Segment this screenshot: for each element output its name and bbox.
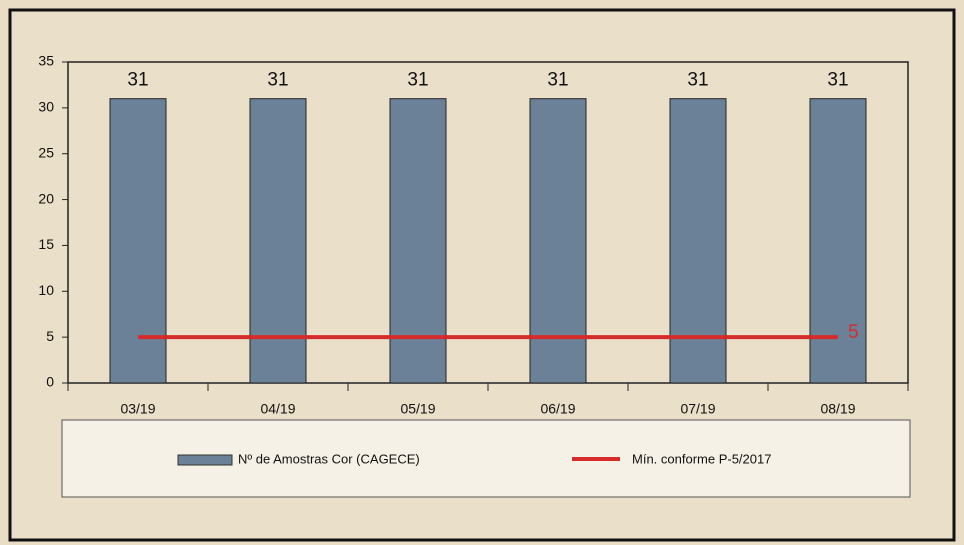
x-tick-label: 05/19 — [400, 401, 435, 417]
x-tick-label: 04/19 — [260, 401, 295, 417]
value-label: 31 — [267, 70, 288, 91]
x-tick-label: 08/19 — [820, 401, 855, 417]
value-label: 5 — [848, 322, 859, 343]
legend-label: Nº de Amostras Cor (CAGECE) — [238, 451, 420, 466]
y-tick-label: 5 — [46, 328, 54, 344]
value-label: 31 — [827, 70, 848, 91]
y-tick-label: 10 — [38, 282, 54, 298]
bar — [249, 98, 307, 384]
y-tick-label: 35 — [38, 53, 54, 69]
bar — [109, 98, 167, 384]
legend-swatch — [177, 454, 233, 466]
bar — [669, 98, 727, 384]
x-tick-label: 06/19 — [540, 401, 575, 417]
value-label: 31 — [407, 70, 428, 91]
legend-label: Mín. conforme P-5/2017 — [632, 451, 771, 466]
bar — [389, 98, 447, 384]
value-label: 31 — [547, 70, 568, 91]
y-tick-label: 25 — [38, 144, 54, 160]
value-label: 31 — [127, 70, 148, 91]
bar — [529, 98, 587, 384]
x-tick-label: 07/19 — [680, 401, 715, 417]
value-label: 31 — [687, 70, 708, 91]
y-tick-label: 0 — [46, 374, 54, 390]
y-tick-label: 20 — [38, 190, 54, 206]
x-tick-label: 03/19 — [120, 401, 155, 417]
y-tick-label: 30 — [38, 99, 54, 115]
y-tick-label: 15 — [38, 236, 54, 252]
